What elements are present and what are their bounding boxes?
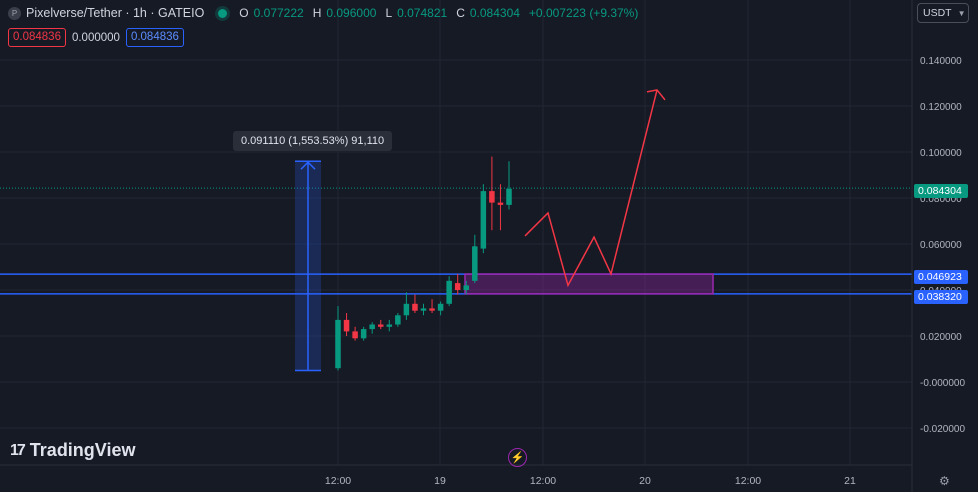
ohlc-key: C [456,6,465,20]
candle-body [472,246,478,281]
ohlc-key: L [385,6,393,20]
price-tick-label: 0.100000 [920,148,962,159]
gear-icon[interactable]: ⚙ [939,474,950,488]
candle-body [446,280,452,304]
symbol-title[interactable]: Pixelverse/Tether · 1h · GATEIO [26,6,205,20]
price-tick-label: 0.080000 [920,194,962,205]
candle-body [480,191,487,249]
market-status-icon [218,8,228,18]
candles [335,156,512,371]
time-tick-label: 12:00 [735,475,761,487]
time-tick-label: 12:00 [530,475,556,487]
candle-body [463,285,469,290]
ohlc-key: H [312,6,322,20]
rectangle-zone[interactable] [464,273,714,295]
last-price-label: 0.084304 [914,184,968,198]
currency-select[interactable]: USDT ▼ [917,3,969,23]
price-range-measure[interactable] [295,160,321,372]
ohlc-value: 0.084304 [469,6,520,20]
candle-body [352,331,358,339]
projection-line [524,89,658,288]
horizontal-levels[interactable] [0,273,912,295]
candle-body [437,303,444,311]
candle-body [454,283,461,290]
price-tick-label: 0.120000 [920,102,962,113]
time-tick-label: 19 [434,475,446,487]
measure-arrow-icon [300,161,316,170]
trade-buttons: 0.084836 0.000000 0.084836 [8,28,184,47]
candle-body [360,329,367,339]
time-tick-label: 12:00 [325,475,351,487]
currency-label: USDT [923,7,952,19]
price-tick-label: 0.060000 [920,240,962,251]
ohlc-key: O [239,6,249,20]
candle-body [335,319,341,369]
level-upper-label: 0.046923 [914,270,968,284]
projection-arrowhead-icon [646,89,666,101]
grid [0,0,912,465]
ohlc-value: 0.074821 [397,6,448,20]
buy-button[interactable]: 0.084836 [125,28,184,47]
projection-arrow[interactable] [524,89,666,288]
candle-body [386,324,393,327]
spread-value: 0.000000 [71,31,120,44]
candle-body [395,315,401,325]
price-axis[interactable]: 0.140000 0.120000 0.100000 0.080000 0.060000… [911,0,965,492]
time-tick-label: 20 [639,475,651,487]
price-tick-label: -0.000000 [920,378,965,389]
ohlc-values: O 0.077222 H 0.096000 L 0.074821 C 0.084304 … [239,6,642,20]
zone-rectangle [464,273,714,295]
time-tick-label: 21 [844,475,856,487]
candle-body [506,188,512,205]
price-tick-label: -0.020000 [920,424,965,435]
candle-body [412,303,418,311]
measure-label: 0.091110 (1,553.53%) 91,110 [233,131,393,151]
ohlc-value: 0.096000 [326,6,377,20]
brand-name: TradingView [29,440,136,460]
candle-body [420,308,427,311]
candle-body [429,308,435,311]
tradingview-mark-icon: 17 [10,441,26,459]
lightning-icon[interactable]: ⚡ [508,448,527,467]
ohlc-value: 0.077222 [253,6,304,20]
candle-body [489,191,495,203]
level-lower-label: 0.038320 [914,290,968,304]
candle-body [403,303,410,316]
candle-body [343,319,350,332]
chevron-down-icon: ▼ [957,8,966,18]
tradingview-logo[interactable]: 17 TradingView [10,440,136,461]
symbol-header: P Pixelverse/Tether · 1h · GATEIO O 0.077… [8,5,642,21]
change-value: +0.007223 (+9.37%) [528,6,639,20]
sell-button[interactable]: 0.084836 [8,28,66,47]
candle-body [369,324,375,330]
symbol-icon: P [8,6,21,20]
price-tick-label: 0.020000 [920,332,962,343]
price-tick-label: 0.140000 [920,56,962,67]
candle-body [378,324,384,327]
candle-body [497,202,504,205]
time-axis[interactable]: 12:00 19 12:00 20 12:00 21 [0,464,912,487]
